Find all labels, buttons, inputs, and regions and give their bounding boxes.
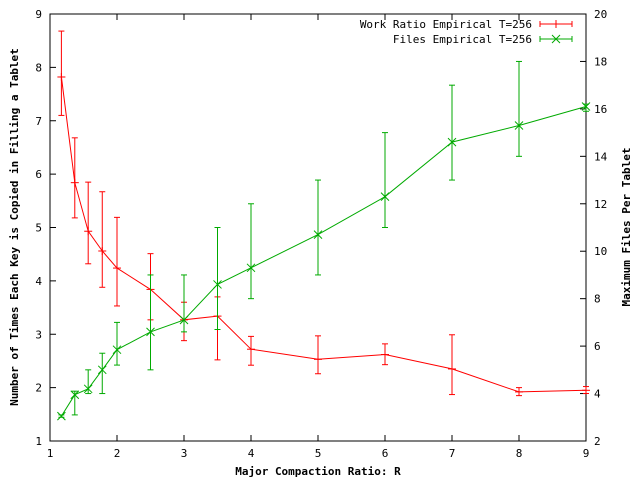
series-layer	[57, 30, 591, 421]
x-tick-label: 6	[382, 447, 389, 460]
y-tick-label: 1	[35, 435, 42, 448]
y-tick-label: 8	[35, 61, 42, 74]
x-tick-label: 3	[181, 447, 188, 460]
y2-tick-label: 8	[594, 293, 601, 306]
data-point	[112, 345, 122, 355]
x-tick-label: 1	[47, 447, 54, 460]
x-tick-label: 2	[114, 447, 121, 460]
y2-tick-label: 14	[594, 150, 608, 163]
y2-tick-label: 6	[594, 340, 601, 353]
legend-swatch-marker	[551, 34, 561, 44]
series-1	[57, 30, 590, 397]
data-point	[380, 192, 390, 202]
legend: Work Ratio Empirical T=256 Files Empirica…	[360, 18, 573, 46]
legend-label: Files Empirical T=256	[393, 33, 532, 46]
y-tick-label: 2	[35, 382, 42, 395]
y-tick-label: 6	[35, 168, 42, 181]
y2-tick-label: 20	[594, 8, 607, 21]
y-tick-label: 5	[35, 222, 42, 235]
series-2	[57, 60, 591, 421]
y-tick-label: 9	[35, 8, 42, 21]
y-tick-label: 7	[35, 115, 42, 128]
y2-tick-label: 2	[594, 435, 601, 448]
y2-tick-label: 12	[594, 198, 607, 211]
data-point	[83, 384, 93, 394]
x-axis-label: Major Compaction Ratio: R	[235, 465, 401, 478]
data-point	[146, 327, 155, 337]
y2-tick-label: 16	[594, 103, 607, 116]
series-line	[60, 76, 587, 393]
y2-tick-label: 18	[594, 55, 607, 68]
tick-marks	[49, 13, 587, 442]
data-point	[313, 230, 323, 239]
x-tick-label: 7	[449, 447, 456, 460]
x-tick-label: 8	[516, 447, 523, 460]
legend-label: Work Ratio Empirical T=256	[360, 18, 532, 31]
data-point	[179, 315, 189, 325]
y2-tick-label: 4	[594, 388, 601, 401]
y2-tick-label: 10	[594, 245, 607, 258]
y-tick-label: 4	[35, 275, 42, 288]
data-point	[97, 365, 107, 375]
data-point	[246, 263, 256, 273]
data-point	[514, 121, 524, 130]
data-point	[581, 102, 591, 111]
data-point	[70, 390, 80, 400]
data-point	[213, 280, 222, 289]
x-tick-label: 5	[315, 447, 322, 460]
y-axis-label: Number of Times Each Key is Copied in Fi…	[8, 48, 21, 406]
data-point	[447, 137, 457, 147]
x-tick-label: 4	[248, 447, 255, 460]
series-line	[60, 106, 587, 417]
data-point	[57, 411, 66, 421]
y2-axis-label: Maximum Files Per Tablet	[620, 148, 633, 307]
x-tick-label: 9	[583, 447, 590, 460]
y-tick-label: 3	[35, 328, 42, 341]
